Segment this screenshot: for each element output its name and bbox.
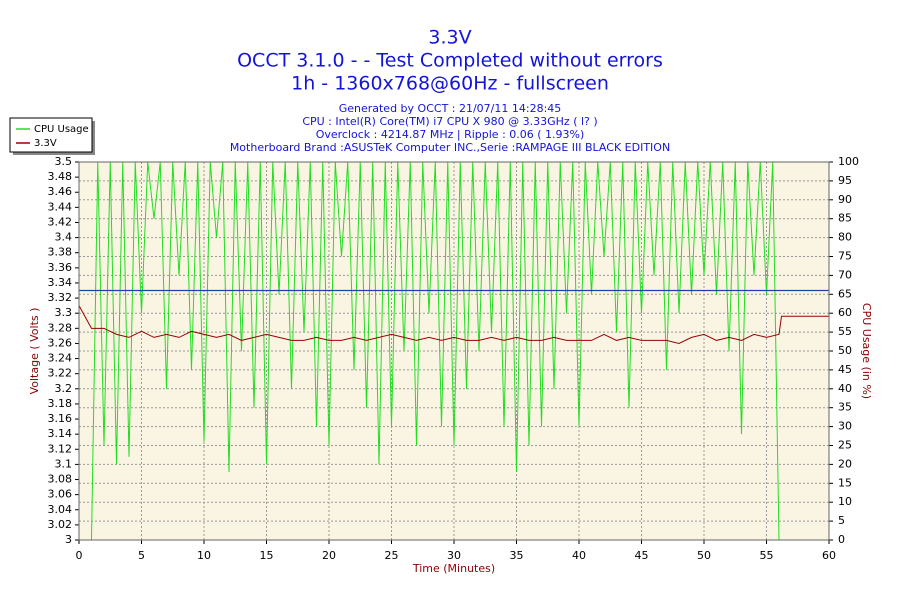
y-tick-label: 3.2 bbox=[55, 382, 73, 395]
chart-title: 3.3V bbox=[428, 27, 471, 49]
y2-axis-label: CPU Usage (in %) bbox=[860, 303, 873, 399]
y2-tick-label: 0 bbox=[838, 533, 845, 546]
y2-tick-label: 80 bbox=[838, 231, 852, 244]
y-tick-label: 3.34 bbox=[48, 276, 73, 289]
y-tick-label: 3.06 bbox=[48, 488, 73, 501]
y-tick-label: 3.12 bbox=[48, 442, 73, 455]
y-tick-label: 3.08 bbox=[48, 473, 73, 486]
y2-tick-label: 75 bbox=[838, 250, 852, 263]
y-tick-label: 3.24 bbox=[48, 352, 73, 365]
y-tick-label: 3 bbox=[65, 533, 72, 546]
y2-tick-label: 60 bbox=[838, 306, 852, 319]
series-line bbox=[78, 305, 829, 344]
y2-tick-label: 30 bbox=[838, 420, 852, 433]
subtitle: CPU : Intel(R) Core(TM) i7 CPU X 980 @ 3… bbox=[302, 115, 597, 128]
legend-label: CPU Usage bbox=[34, 124, 89, 135]
y2-tick-label: 25 bbox=[838, 439, 852, 452]
y-tick-label: 3.28 bbox=[48, 321, 73, 334]
y-tick-label: 3.14 bbox=[48, 427, 73, 440]
grid: 0 5 10 15 20 25 30 35 40 45 50 55 6033.023.043.063.0… bbox=[48, 155, 860, 562]
y-tick-label: 3.02 bbox=[48, 518, 73, 531]
subtitle: Motherboard Brand :ASUSTeK Computer INC.… bbox=[230, 141, 670, 154]
legend-box bbox=[9, 117, 93, 153]
y2-tick-label: 50 bbox=[838, 344, 852, 357]
y2-tick-label: 5 bbox=[838, 514, 845, 527]
y2-tick-label: 20 bbox=[838, 457, 852, 470]
x-tick-label: 40 bbox=[572, 549, 586, 562]
y2-tick-label: 65 bbox=[838, 287, 852, 300]
y-tick-label: 3.32 bbox=[48, 291, 73, 304]
marks bbox=[78, 161, 830, 541]
y2-tick-label: 45 bbox=[838, 363, 852, 376]
y2-tick-label: 55 bbox=[838, 325, 852, 338]
y-tick-label: 3.48 bbox=[48, 170, 73, 183]
y-tick-label: 3.38 bbox=[48, 246, 73, 259]
y2-tick-label: 90 bbox=[838, 193, 852, 206]
plot-border bbox=[78, 161, 830, 541]
y-tick-label: 3.16 bbox=[48, 412, 73, 425]
y2-tick-label: 15 bbox=[838, 476, 852, 489]
x-tick-label: 20 bbox=[322, 549, 336, 562]
x-tick-label: 35 bbox=[510, 549, 524, 562]
y-tick-label: 3.44 bbox=[48, 200, 73, 213]
chart-title-line: 1h - 1360x768@60Hz - fullscreen bbox=[291, 73, 609, 95]
y2-tick-label: 10 bbox=[838, 495, 852, 508]
x-tick-label: 50 bbox=[697, 549, 711, 562]
subtitle: Generated by OCCT : 21/07/11 14:28:45 bbox=[339, 102, 562, 115]
x-tick-label: 25 bbox=[385, 549, 399, 562]
y2-tick-label: 70 bbox=[838, 268, 852, 281]
y-tick-label: 3.22 bbox=[48, 367, 73, 380]
x-axis-label: Time (Minutes) bbox=[412, 562, 495, 575]
y-tick-label: 3.42 bbox=[48, 215, 73, 228]
y-tick-label: 3.1 bbox=[55, 457, 73, 470]
y-tick-label: 3.3 bbox=[55, 306, 73, 319]
x-tick-label: 55 bbox=[760, 549, 774, 562]
legend: CPU Usage 3.3V bbox=[9, 117, 95, 155]
series-line bbox=[79, 161, 829, 541]
y-tick-label: 3.18 bbox=[48, 397, 73, 410]
y2-tick-label: 95 bbox=[838, 174, 852, 187]
chart-title-line: OCCT 3.1.0 - - Test Completed without er… bbox=[237, 50, 663, 72]
x-tick-label: 30 bbox=[447, 549, 461, 562]
x-tick-label: 45 bbox=[635, 549, 649, 562]
x-tick-label: 10 bbox=[197, 549, 211, 562]
x-tick-label: 5 bbox=[138, 549, 145, 562]
y-tick-label: 3.26 bbox=[48, 336, 73, 349]
y-tick-label: 3.04 bbox=[48, 503, 73, 516]
subtitle: Overclock : 4214.87 MHz | Ripple : 0.06 … bbox=[316, 128, 585, 141]
y-tick-label: 3.4 bbox=[55, 231, 73, 244]
y2-tick-label: 40 bbox=[838, 382, 852, 395]
y-tick-label: 3.36 bbox=[48, 261, 73, 274]
y2-tick-label: 85 bbox=[838, 212, 852, 225]
y-tick-label: 3.5 bbox=[55, 155, 73, 168]
x-tick-label: 0 bbox=[76, 549, 83, 562]
y-axis-label: Voltage ( Volts ) bbox=[28, 308, 41, 395]
x-tick-label: 60 bbox=[822, 549, 836, 562]
y2-tick-label: 35 bbox=[838, 401, 852, 414]
y2-tick-label: 100 bbox=[838, 155, 859, 168]
y-tick-label: 3.46 bbox=[48, 185, 73, 198]
legend-label: 3.3V bbox=[34, 138, 57, 149]
x-tick-label: 15 bbox=[260, 549, 274, 562]
